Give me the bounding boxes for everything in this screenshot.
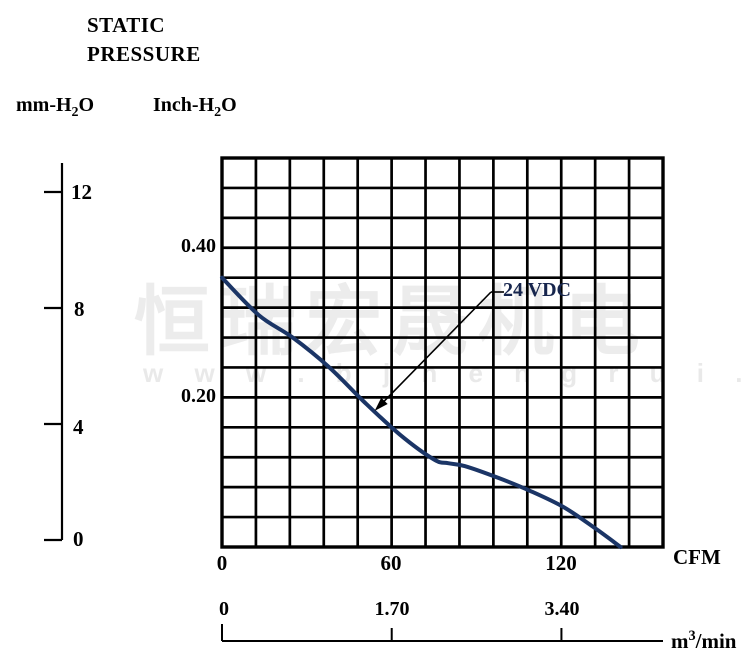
mm-tick-4: 4 xyxy=(73,415,84,439)
mm-tick-0: 0 xyxy=(73,527,84,551)
chart-title-line1: STATIC xyxy=(87,13,166,37)
watermark-url-text: w w w . b j h e n g r u i . c n xyxy=(143,358,750,388)
inch-tick-020: 0.20 xyxy=(181,385,216,407)
mm-unit-post: O xyxy=(78,94,95,116)
cfm-tick-60: 60 xyxy=(380,551,402,575)
mm-h2o-unit-label: mm-H2O xyxy=(16,94,94,121)
inch-unit-post: O xyxy=(221,94,237,116)
watermark-cjk-text: 恒瑞宏晟机电 xyxy=(134,277,650,366)
mm-unit-sub: 2 xyxy=(71,105,79,120)
m3-tick-0: 0 xyxy=(219,598,229,620)
chart-title-line2: PRESSURE xyxy=(87,42,201,66)
m3-tick-170: 1.70 xyxy=(374,598,410,620)
m3-unit-pre: m xyxy=(671,629,689,653)
inch-unit-sub: 2 xyxy=(214,105,222,120)
m3min-axis-label: m3/min xyxy=(671,628,736,654)
mm-unit-pre: mm-H xyxy=(16,94,72,116)
m3-unit-sup: 3 xyxy=(688,628,696,644)
inch-h2o-unit-label: Inch-H2O xyxy=(153,94,237,121)
chart-title: STATIC PRESSURE xyxy=(87,11,201,69)
inch-tick-040: 0.40 xyxy=(181,235,216,257)
cfm-axis-label: CFM xyxy=(673,545,721,569)
mm-tick-8: 8 xyxy=(74,297,85,321)
cfm-tick-0: 0 xyxy=(216,551,228,575)
inch-unit-pre: Inch-H xyxy=(153,94,215,116)
cfm-tick-120: 120 xyxy=(545,551,577,575)
series-label-24vdc: 24 VDC xyxy=(503,279,571,301)
m3-tick-340: 3.40 xyxy=(544,598,580,620)
m3-unit-post: /min xyxy=(695,629,737,653)
mm-tick-12: 12 xyxy=(71,180,92,204)
